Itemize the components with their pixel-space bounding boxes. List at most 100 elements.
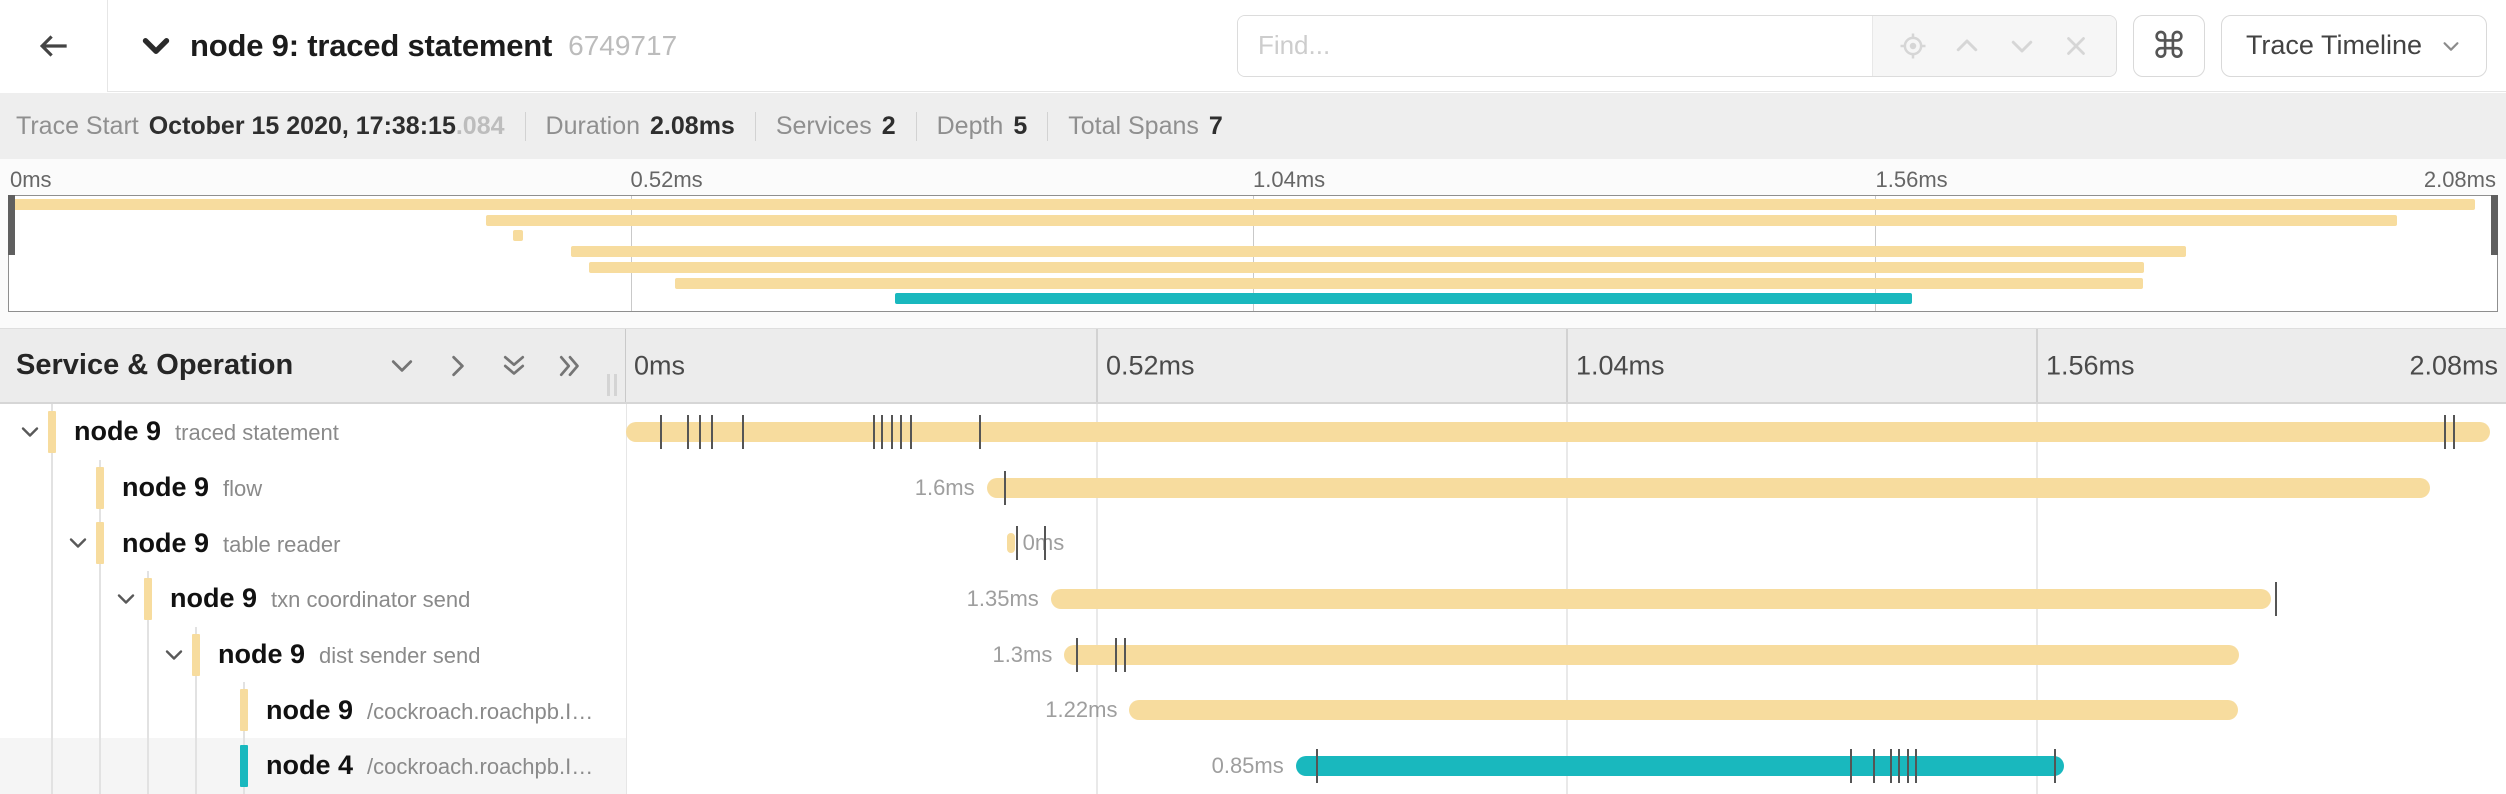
span-log-marker[interactable] <box>1897 748 1900 783</box>
tree-indent-guide <box>99 682 101 739</box>
span-track[interactable]: 0.85ms <box>626 738 2506 794</box>
span-track[interactable] <box>626 404 2506 460</box>
span-row[interactable]: node 4/cockroach.roachpb.I… 0.85ms <box>0 738 2506 794</box>
span-name-cell[interactable]: node 9 table reader <box>0 515 626 572</box>
span-log-marker[interactable] <box>1114 637 1117 672</box>
span-track[interactable]: 1.3ms <box>626 627 2506 683</box>
minimap-right-handle[interactable] <box>2491 195 2498 255</box>
span-row[interactable]: node 9 txn coordinator send 1.35ms <box>0 571 2506 627</box>
span-log-marker[interactable] <box>1124 637 1127 672</box>
service-name: node 4 <box>266 750 354 781</box>
span-row[interactable]: node 9 traced statement <box>0 404 2506 460</box>
column-resize-grip[interactable] <box>607 374 617 396</box>
back-button[interactable] <box>0 0 108 92</box>
service-color-bar <box>96 522 104 565</box>
service-name: node 9 <box>170 583 258 614</box>
span-log-marker[interactable] <box>890 414 893 449</box>
minimap-tick: 0.52ms <box>630 167 703 192</box>
span-log-marker[interactable] <box>1873 748 1876 783</box>
span-log-marker[interactable] <box>1315 748 1318 783</box>
find-addon <box>1871 15 2116 76</box>
span-log-marker[interactable] <box>1906 748 1909 783</box>
span-log-marker[interactable] <box>1849 748 1852 783</box>
tree-indent-guide <box>195 738 197 794</box>
span-name-cell[interactable]: node 9 flow <box>0 459 626 516</box>
span-duration-bar[interactable] <box>1064 644 2240 665</box>
span-track[interactable]: 1.35ms <box>626 571 2506 627</box>
minimap-left-handle[interactable] <box>8 195 15 255</box>
span-log-marker[interactable] <box>2054 748 2057 783</box>
tree-indent-guide <box>51 459 53 516</box>
clear-search-icon[interactable] <box>2061 31 2091 61</box>
tree-indent-guide <box>51 571 53 627</box>
span-log-marker[interactable] <box>899 414 902 449</box>
trace-view-dropdown[interactable]: Trace Timeline <box>2220 14 2487 77</box>
span-log-marker[interactable] <box>2274 581 2277 616</box>
operation-name: /cockroach.roachpb.I… <box>367 698 594 724</box>
span-log-marker[interactable] <box>686 414 689 449</box>
span-log-marker[interactable] <box>2443 414 2446 449</box>
span-duration-bar[interactable] <box>1129 700 2239 721</box>
span-log-marker[interactable] <box>1890 748 1893 783</box>
focus-match-icon[interactable] <box>1898 31 1928 61</box>
span-log-marker[interactable] <box>872 414 875 449</box>
span-list-area: node 9 traced statement node 9 flow 1.6ms nod… <box>0 404 2506 794</box>
span-log-marker[interactable] <box>909 414 912 449</box>
service-color-bar <box>240 744 248 787</box>
span-log-marker[interactable] <box>1015 526 1018 561</box>
span-name-cell[interactable]: node 9/cockroach.roachpb.I… <box>0 682 626 739</box>
span-log-marker[interactable] <box>710 414 713 449</box>
span-log-marker[interactable] <box>1044 526 1047 561</box>
prev-result-icon[interactable] <box>1952 31 1982 61</box>
operation-name: flow <box>223 476 263 502</box>
span-row[interactable]: node 9 dist sender send 1.3ms <box>0 626 2506 683</box>
minimap-canvas[interactable] <box>8 195 2498 312</box>
span-log-marker[interactable] <box>2452 414 2455 449</box>
span-log-marker[interactable] <box>1076 637 1079 672</box>
span-duration-bar[interactable] <box>986 477 2431 498</box>
summary-depth: Depth 5 <box>915 111 1027 141</box>
service-name: node 9 <box>74 416 162 447</box>
page-title: node 9: traced statement <box>190 27 553 63</box>
tree-indent-guide <box>99 571 101 627</box>
span-row[interactable]: node 9 table reader 0ms <box>0 515 2506 572</box>
span-name-cell[interactable]: node 9 txn coordinator send <box>0 571 626 627</box>
span-expander-chevron-icon[interactable] <box>114 587 138 611</box>
span-log-marker[interactable] <box>741 414 744 449</box>
collapse-all-icon[interactable] <box>499 351 529 381</box>
span-duration-bar[interactable] <box>1006 533 1015 554</box>
span-log-marker[interactable] <box>978 414 981 449</box>
span-duration-bar[interactable] <box>1050 588 2271 609</box>
expand-all-icon[interactable] <box>555 351 585 381</box>
span-expander-chevron-icon[interactable] <box>18 420 42 444</box>
minimap-tick: 1.56ms <box>1875 167 1948 192</box>
span-name-cell[interactable]: node 4/cockroach.roachpb.I… <box>0 738 626 794</box>
span-row[interactable]: node 9 flow 1.6ms <box>0 459 2506 516</box>
span-track[interactable]: 1.22ms <box>626 682 2506 738</box>
span-name-cell[interactable]: node 9 traced statement <box>0 404 626 460</box>
span-expander-chevron-icon[interactable] <box>66 531 90 555</box>
span-log-marker[interactable] <box>1914 748 1917 783</box>
span-log-marker[interactable] <box>880 414 883 449</box>
span-log-marker[interactable] <box>660 414 663 449</box>
keyboard-shortcuts-button[interactable]: ⌘ <box>2132 14 2205 77</box>
span-track[interactable]: 1.6ms <box>626 460 2506 516</box>
collapse-trace-chevron-icon[interactable] <box>138 28 174 64</box>
span-duration-bar[interactable] <box>1295 755 2065 776</box>
span-row[interactable]: node 9/cockroach.roachpb.I… 1.22ms <box>0 682 2506 739</box>
span-expander-chevron-icon[interactable] <box>162 643 186 667</box>
minimap-tick: 0ms <box>10 167 52 192</box>
minimap-span-bar <box>9 199 2476 210</box>
span-duration-label: 1.6ms <box>914 474 975 500</box>
span-log-marker[interactable] <box>1003 470 1006 505</box>
span-track[interactable]: 0ms <box>626 515 2506 571</box>
column-divider <box>626 404 627 794</box>
expand-one-icon[interactable] <box>443 351 473 381</box>
collapse-one-icon[interactable] <box>387 351 417 381</box>
span-name-cell[interactable]: node 9 dist sender send <box>0 626 626 683</box>
next-result-icon[interactable] <box>2007 31 2037 61</box>
span-duration-label: 0.85ms <box>1211 752 1284 778</box>
span-duration-bar[interactable] <box>626 421 2490 442</box>
span-log-marker[interactable] <box>699 414 702 449</box>
find-input[interactable] <box>1237 15 1872 76</box>
